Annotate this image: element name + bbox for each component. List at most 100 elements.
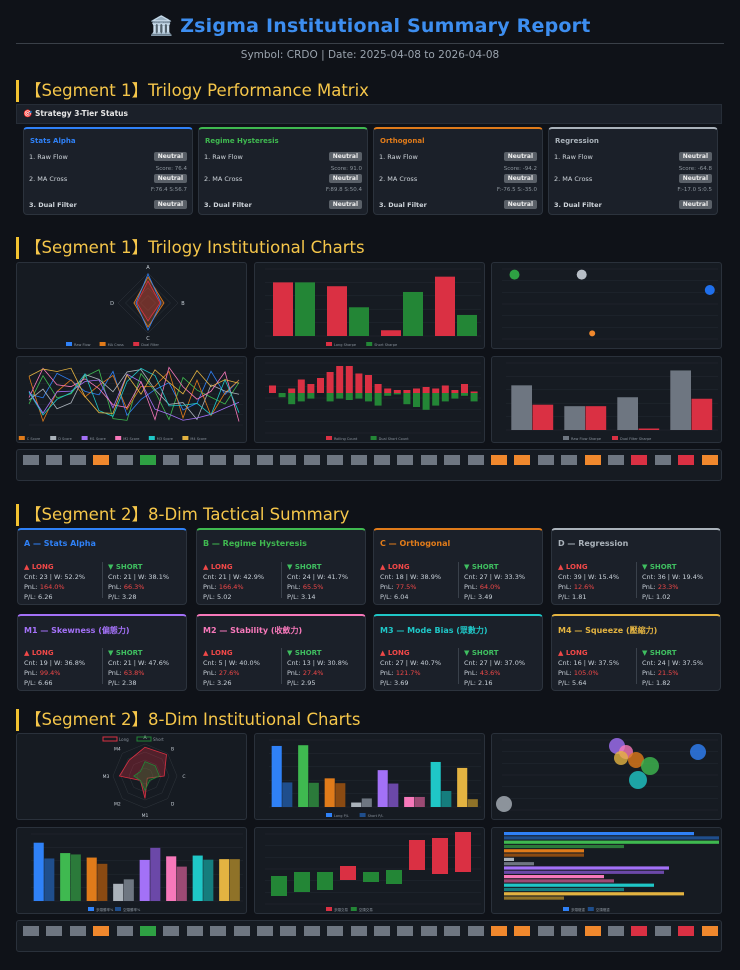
- short-pl: P/L: 2.95: [287, 679, 316, 687]
- bar: [295, 282, 315, 336]
- long-column: ▲ LONG Cnt: 18 | W: 38.9% PnL: 77.5% P/L: 6…: [380, 563, 442, 601]
- bar: [532, 404, 554, 430]
- bar: [384, 393, 392, 396]
- signal-cell: [303, 455, 320, 465]
- dim-card: M2 — Stability (收斂力) ▲ LONG Cnt: 5 | W: 4…: [196, 614, 366, 691]
- tier-row-ma: 2. MA Cross Neutral: [204, 174, 362, 183]
- short-pl: P/L: 1.02: [642, 593, 671, 601]
- bar: [564, 406, 585, 430]
- signal-cell: [116, 455, 133, 465]
- short-column: ▼ SHORT Cnt: 21 | W: 47.6% PnL: 63.8% P/L: …: [108, 649, 170, 687]
- short-label: ▼ SHORT: [287, 649, 322, 657]
- signal-cell: [701, 455, 718, 465]
- signal-cell: [701, 926, 718, 936]
- chart-panel-radar-2: A B C D M1 M2 M3 M4 Long Short: [16, 733, 247, 820]
- legend-swatch: [359, 813, 366, 817]
- signal-cell: [514, 926, 531, 936]
- signal-cell: [303, 926, 320, 936]
- long-label: ▲ LONG: [380, 563, 410, 571]
- legend-label: Long P/L: [334, 814, 349, 818]
- hbar: [504, 892, 684, 896]
- bar: [457, 767, 468, 807]
- tier-row-dual: 3. Dual Filter Neutral: [379, 200, 537, 209]
- radar-axis-label: C: [146, 336, 150, 342]
- signal-cell: [467, 455, 484, 465]
- signal-cell: [186, 926, 203, 936]
- signal-cell: [608, 455, 624, 465]
- signal-cell: [257, 926, 273, 936]
- legend-swatch: [350, 907, 357, 911]
- radar-ring: [136, 767, 154, 785]
- short-pnl: 64.0%: [479, 583, 501, 591]
- legend-label: 空頭權重: [596, 907, 610, 912]
- legend-label: Short Sharpe: [374, 343, 397, 347]
- short-column: ▼ SHORT Cnt: 36 | W: 19.4% PnL: 23.3% P/L: …: [642, 563, 704, 601]
- signal-cell: [537, 455, 554, 465]
- bar: [413, 393, 420, 407]
- bar: [617, 397, 638, 430]
- chart-panel-sharpe-1: Long Sharpe Short Sharpe: [254, 262, 485, 349]
- signal-strip-1: [16, 449, 722, 481]
- tier-card: Regime Hysteresis 1. Raw Flow Neutral Sco…: [198, 127, 368, 215]
- legend-swatch: [102, 736, 118, 742]
- signal-cell: [257, 455, 273, 465]
- legend-swatch: [99, 342, 106, 346]
- bar: [273, 282, 293, 336]
- signal-cell: [444, 455, 461, 465]
- tier-row-label: 3. Dual Filter: [554, 201, 602, 209]
- legend-label: MA Cross: [108, 343, 124, 347]
- series-line: [28, 373, 240, 421]
- bar: [511, 385, 532, 430]
- column-divider: [636, 562, 637, 598]
- long-label: ▲ LONG: [24, 563, 54, 571]
- bar: [86, 857, 97, 901]
- signal-cell: [69, 926, 86, 936]
- bar: [297, 393, 305, 402]
- long-label: ▲ LONG: [203, 563, 233, 571]
- bar: [409, 840, 425, 870]
- radar-axis-label: B: [181, 301, 185, 307]
- bar: [70, 854, 81, 901]
- bar: [404, 796, 415, 807]
- tier-score: Score: -64.8: [678, 166, 712, 172]
- column-divider: [102, 648, 103, 684]
- tier-score: F:89.8 S:50.4: [325, 187, 362, 193]
- bar: [307, 393, 315, 399]
- bar: [377, 770, 388, 807]
- section-title-3: 【Segment 2】8-Dim Tactical Summary: [16, 504, 349, 526]
- long-pnl: 12.6%: [573, 583, 595, 591]
- bar: [432, 393, 440, 406]
- bar: [470, 393, 478, 402]
- dim-name: B — Regime Hysteresis: [203, 539, 307, 548]
- signal-cell: [163, 926, 180, 936]
- column-divider: [458, 562, 459, 598]
- radar-ring: [140, 295, 156, 311]
- bar: [166, 856, 177, 901]
- bar: [317, 872, 333, 890]
- status-badge: Neutral: [503, 200, 537, 209]
- section-title-4: 【Segment 2】8-Dim Institutional Charts: [16, 709, 360, 731]
- series-line: [28, 370, 240, 417]
- short-pl: P/L: 1.82: [642, 679, 671, 687]
- status-badge: Neutral: [328, 200, 362, 209]
- dim-card: B — Regime Hysteresis ▲ LONG Cnt: 21 | W:…: [196, 528, 366, 605]
- legend-swatch: [66, 342, 72, 346]
- hbar: [504, 862, 534, 866]
- long-count: Cnt: 19 | W: 36.8%: [24, 659, 86, 667]
- long-count: Cnt: 39 | W: 15.4%: [558, 573, 620, 581]
- bar: [324, 778, 335, 807]
- bar: [345, 393, 353, 400]
- legend-label: 空頭交易: [359, 907, 373, 912]
- signal-cell: [491, 455, 507, 465]
- bar: [336, 393, 344, 399]
- chart-panel-radar-1: A B C D Raw Flow MA Cross Dual Filter: [16, 262, 247, 349]
- status-badge: Neutral: [503, 174, 537, 183]
- bar: [388, 783, 399, 807]
- legend-swatch: [50, 436, 57, 440]
- signal-cell: [374, 926, 390, 936]
- short-pnl: 66.3%: [123, 583, 145, 591]
- radar-axis-label: M4: [114, 746, 121, 752]
- tier-row-label: 2. MA Cross: [554, 175, 593, 183]
- radar-axis-label: M2: [114, 802, 121, 808]
- status-badge: Neutral: [153, 200, 187, 209]
